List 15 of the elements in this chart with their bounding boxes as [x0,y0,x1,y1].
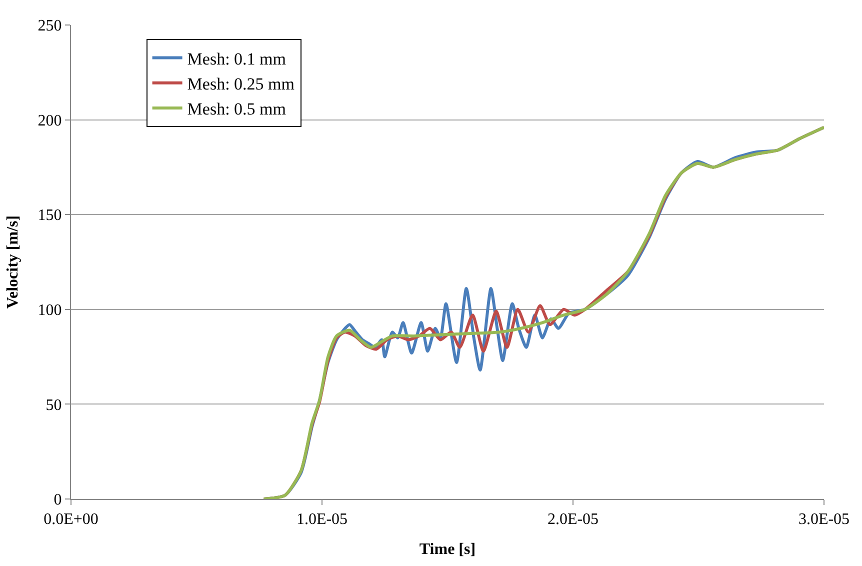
legend-label: Mesh: 0.1 mm [187,49,286,68]
y-axis-title: Velocity [m/s] [4,215,22,309]
y-tick-label: 0 [54,492,62,509]
x-axis-title: Time [s] [419,540,476,558]
y-tick-label: 200 [38,112,62,130]
x-tick-label: 3.0E-05 [798,511,850,528]
y-tick-label: 100 [38,302,62,319]
y-tick-label: 50 [46,396,62,414]
x-tick-label: 2.0E-05 [547,511,599,528]
legend-label: Mesh: 0.5 mm [187,100,286,119]
legend-label: Mesh: 0.25 mm [187,74,295,94]
x-tick-label: 0.0E+00 [44,511,98,528]
y-tick-label: 250 [38,18,62,35]
x-tick-label: 1.0E-05 [296,511,348,528]
y-tick-label: 150 [38,207,62,224]
